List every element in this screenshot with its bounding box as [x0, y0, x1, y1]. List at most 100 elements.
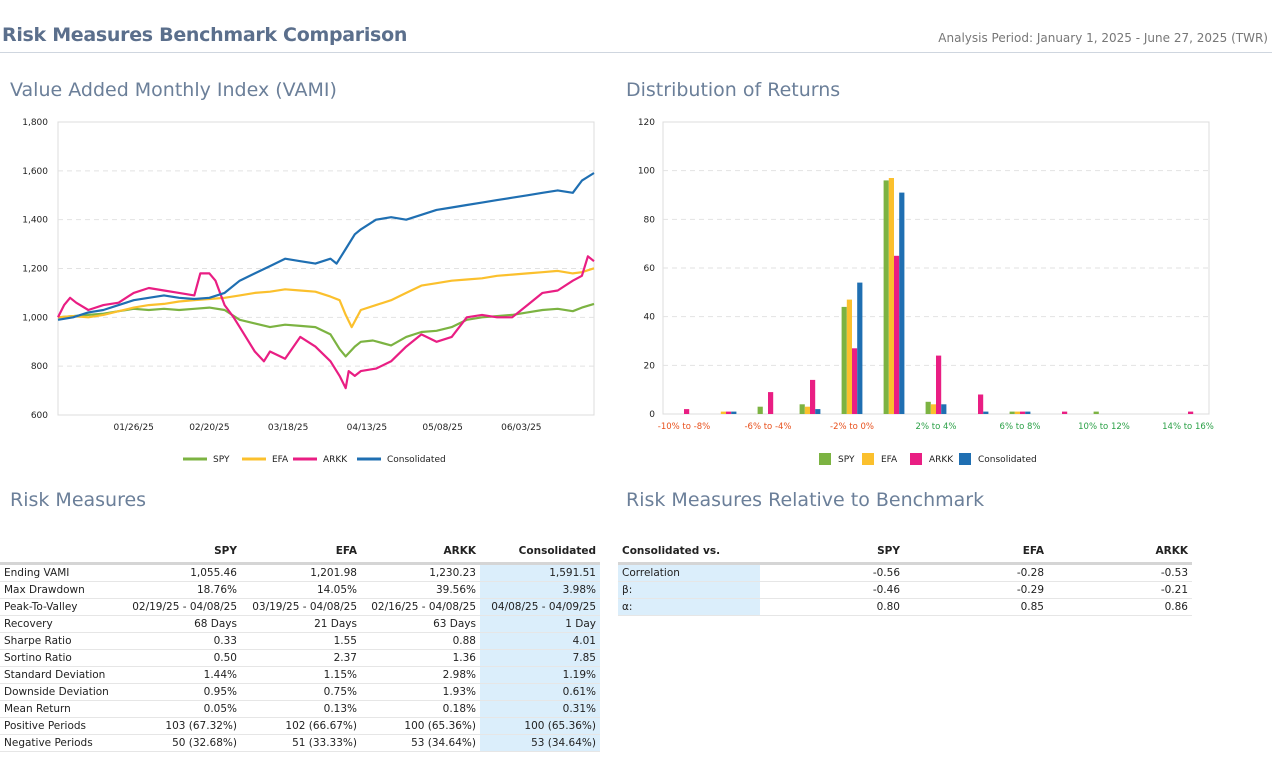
cell-value: 0.85 — [1020, 601, 1044, 613]
cell-value: 0.80 — [876, 601, 900, 613]
x-tick-label: -6% to -4% — [744, 422, 791, 432]
distribution-chart-title: Distribution of Returns — [626, 79, 841, 101]
cell-value: 0.86 — [1164, 601, 1188, 613]
bar-arkk — [1062, 411, 1068, 414]
cell-value: 1.19% — [480, 666, 600, 684]
relative-measure-row: α: 0.80 0.85 0.86 — [618, 598, 1192, 616]
cell-value: 4.01 — [480, 632, 600, 650]
cell-value: 18.76% — [196, 584, 237, 596]
column-header: ARKK — [443, 545, 476, 557]
row-label: Standard Deviation — [4, 669, 106, 681]
cell-value: 103 (67.32%) — [165, 720, 237, 732]
cell-value: 1.93% — [442, 686, 476, 698]
vami-chart: 600 800 1,000 1,200 1,400 1,600 1,800 01/26/25 0… — [22, 118, 595, 465]
cell-value: 0.50 — [213, 652, 237, 664]
bar-arkk — [768, 392, 774, 414]
cell-value: 21 Days — [314, 618, 357, 630]
row-label: Max Drawdown — [4, 584, 85, 596]
cell-value: 100 (65.36%) — [480, 717, 600, 735]
cell-value: 7.85 — [480, 649, 600, 667]
y-tick-label: 1,400 — [22, 216, 48, 226]
bar-efa — [930, 404, 936, 414]
cell-value: 14.05% — [316, 584, 357, 596]
cell-value: -0.21 — [1160, 584, 1188, 596]
y-tick-label: 60 — [644, 264, 656, 274]
risk-measure-row: Sortino Ratio 0.50 2.37 1.36 7.85 — [0, 649, 600, 667]
legend-swatch-arkk — [910, 453, 922, 465]
risk-measure-row: Positive Periods 103 (67.32%) 102 (66.67%)… — [0, 717, 600, 735]
row-label: Peak-To-Valley — [4, 601, 78, 613]
bar-spy — [925, 401, 931, 414]
bar-consolidated — [1025, 411, 1031, 414]
column-header: SPY — [214, 545, 237, 557]
cell-value: 102 (66.67%) — [285, 720, 357, 732]
legend-label-efa: EFA — [272, 455, 289, 465]
page-title: Risk Measures Benchmark Comparison — [2, 24, 408, 46]
cell-value: 53 (34.64%) — [480, 734, 600, 752]
y-tick-label: 0 — [649, 410, 655, 420]
cell-value: -0.46 — [872, 584, 900, 596]
cell-value: 03/19/25 - 04/08/25 — [252, 601, 357, 613]
bar-arkk — [852, 348, 858, 414]
x-tick-label: 03/18/25 — [268, 423, 308, 433]
cell-value: 0.13% — [323, 703, 357, 715]
column-header: Consolidated — [518, 545, 596, 557]
analysis-period: Analysis Period: January 1, 2025 - June … — [938, 31, 1268, 45]
row-label: Sortino Ratio — [4, 652, 72, 664]
risk-measure-row: Standard Deviation 1.44% 1.15% 2.98% 1.19% — [0, 666, 600, 684]
bar-consolidated — [815, 409, 821, 414]
series-line-efa — [57, 267, 595, 329]
bar-spy — [757, 406, 763, 414]
cell-value: 1,201.98 — [310, 567, 357, 579]
legend-label-arkk: ARKK — [929, 455, 954, 465]
cell-value: 50 (32.68%) — [172, 737, 237, 749]
bar-arkk — [684, 409, 690, 414]
x-tick-label: 01/26/25 — [113, 423, 153, 433]
y-tick-label: 1,000 — [22, 313, 48, 323]
risk-measure-row: Peak-To-Valley 02/19/25 - 04/08/25 03/19/2… — [0, 598, 600, 616]
cell-value: 1 Day — [480, 615, 600, 633]
cell-value: 1,230.23 — [429, 567, 476, 579]
bar-spy — [1093, 411, 1099, 414]
column-header: SPY — [877, 545, 900, 557]
cell-value: 51 (33.33%) — [292, 737, 357, 749]
x-tick-label: 14% to 16% — [1162, 422, 1214, 432]
legend-swatch-efa — [862, 453, 874, 465]
bar-consolidated — [941, 404, 947, 414]
relative-measure-row: Correlation -0.56 -0.28 -0.53 — [618, 563, 1192, 582]
x-tick-label: 05/08/25 — [422, 423, 462, 433]
cell-value: 02/19/25 - 04/08/25 — [132, 601, 237, 613]
y-tick-label: 120 — [638, 118, 655, 128]
legend-label-efa: EFA — [881, 455, 898, 465]
y-tick-label: 1,600 — [22, 167, 48, 177]
bar-consolidated — [899, 192, 905, 414]
cell-value: 02/16/25 - 04/08/25 — [371, 601, 476, 613]
cell-value: 0.33 — [213, 635, 237, 647]
bar-arkk — [810, 379, 816, 414]
series-line-consolidated — [57, 172, 595, 321]
column-header: EFA — [1022, 545, 1044, 557]
risk-measure-row: Max Drawdown 18.76% 14.05% 39.56% 3.98% — [0, 581, 600, 599]
row-label: Negative Periods — [4, 737, 93, 749]
cell-value: 0.88 — [452, 635, 476, 647]
legend-label-consolidated: Consolidated — [978, 455, 1037, 465]
cell-value: 3.98% — [480, 581, 600, 599]
cell-value: 2.37 — [333, 652, 357, 664]
cell-value: 1.15% — [323, 669, 357, 681]
legend-swatch-spy — [819, 453, 831, 465]
legend-label-consolidated: Consolidated — [387, 455, 446, 465]
bar-efa — [720, 411, 726, 414]
y-tick-label: 80 — [644, 215, 656, 225]
cell-value: 0.05% — [203, 703, 237, 715]
title-divider — [0, 52, 1272, 53]
y-tick-label: 20 — [644, 361, 656, 371]
relative-measure-row: β: -0.46 -0.29 -0.21 — [618, 581, 1192, 599]
bar-spy — [799, 404, 805, 414]
y-tick-label: 40 — [644, 313, 656, 323]
cell-value: -0.28 — [1016, 567, 1044, 579]
bar-arkk — [978, 394, 984, 414]
cell-value: 1,055.46 — [190, 567, 237, 579]
bar-arkk — [894, 255, 900, 414]
bar-spy — [841, 306, 847, 414]
bar-arkk — [1020, 411, 1026, 414]
